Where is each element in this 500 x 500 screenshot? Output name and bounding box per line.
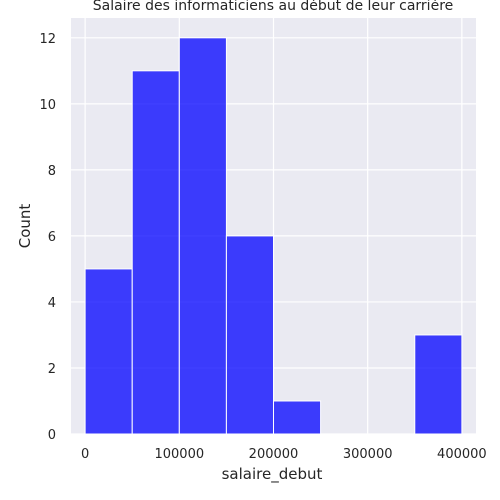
y-axis-label: Count [16,204,34,249]
y-tick-label: 0 [48,428,56,443]
y-tick-label: 6 [48,230,56,245]
y-tick-label: 2 [48,362,56,377]
x-axis-label: salaire_debut [222,465,323,484]
x-tick-label: 200000 [249,447,299,462]
histogram-bar [414,334,463,435]
x-tick-label: 100000 [154,447,204,462]
y-axis-ticks: 0 2 4 6 8 10 12 [39,32,56,443]
y-tick-label: 10 [39,98,56,113]
x-tick-label: 300000 [343,447,393,462]
histogram-bar [178,37,227,435]
histogram-bars [84,37,463,435]
x-axis-ticks: 0 100000 200000 300000 400000 [81,447,487,462]
chart-title: Salaire des informaticiens au début de l… [93,0,454,14]
histogram-bar [84,268,133,435]
y-tick-label: 4 [48,296,56,311]
histogram-bar [225,235,275,435]
histogram-bar [273,400,322,435]
x-tick-label: 400000 [437,447,487,462]
x-tick-label: 0 [81,447,89,462]
y-tick-label: 12 [39,32,56,47]
histogram-bar [131,70,180,435]
y-tick-label: 8 [48,164,56,179]
